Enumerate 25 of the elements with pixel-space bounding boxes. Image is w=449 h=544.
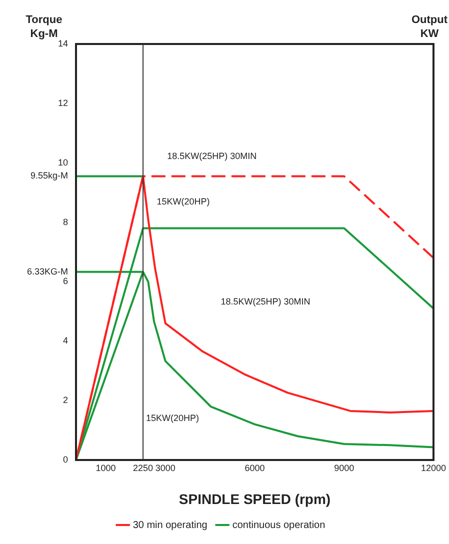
- y-tick-label: 4: [62, 336, 68, 346]
- y-tick-label: 6.33KG-M: [26, 266, 68, 276]
- y-tick-label: 9.55kg-M: [30, 170, 68, 181]
- y-tick-label: 0: [62, 454, 68, 464]
- annotation: 18.5KW(25HP) 30MIN: [220, 296, 310, 306]
- annotation: 15KW(20HP): [146, 412, 200, 423]
- x-tick-label: 12000: [420, 462, 446, 473]
- x-tick-label: 6000: [244, 462, 265, 473]
- y-tick-label: 8: [62, 216, 68, 227]
- annotation: 18.5KW(25HP) 30MIN: [167, 150, 257, 161]
- y2-axis-title: Output KW: [411, 14, 448, 40]
- legend-label: continuous operation: [232, 520, 326, 531]
- y-tick-label: 2: [62, 395, 68, 406]
- y-tick-label: 10: [58, 157, 68, 168]
- y-tick-label: 12: [58, 98, 68, 108]
- y-tick-label: 6: [62, 276, 68, 286]
- x-tick-label: 2250: [133, 462, 154, 473]
- x-tick-label: 1000: [96, 462, 116, 473]
- x-tick-label: 3000: [155, 462, 176, 473]
- annotation: 15KW(20HP): [156, 196, 210, 207]
- x-tick-label: 9000: [334, 462, 354, 473]
- legend-label: 30 min operating: [132, 520, 208, 531]
- y-axis-title: Torque Kg-M: [26, 14, 62, 40]
- x-axis-title: SPINDLE SPEED (rpm): [178, 490, 331, 507]
- y-tick-label: 14: [58, 38, 68, 48]
